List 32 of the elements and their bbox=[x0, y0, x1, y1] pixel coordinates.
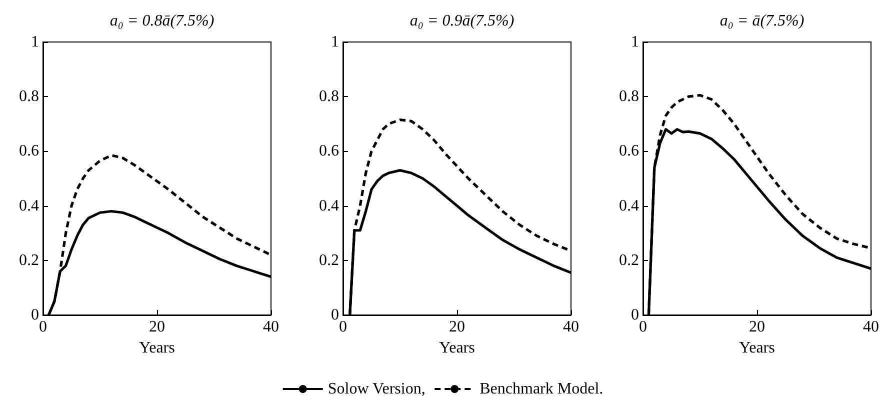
y-tick-label: 0.6 bbox=[19, 142, 39, 160]
x-tick-label: 40 bbox=[863, 318, 879, 336]
legend-label: Solow Version, bbox=[328, 380, 426, 398]
x-axis-title: Years bbox=[139, 339, 175, 356]
x-tick-label: 20 bbox=[749, 318, 765, 336]
chart-title: a₀ = 0.8ā(7.5%) bbox=[110, 12, 214, 30]
x-tick-label: 20 bbox=[149, 318, 165, 336]
y-tick-label: 0.2 bbox=[619, 252, 639, 269]
y-tick-label: 1 bbox=[331, 34, 339, 50]
y-tick-label: 0.4 bbox=[19, 197, 39, 214]
y-tick-label: 0.8 bbox=[19, 88, 39, 106]
y-tick-label: 0.8 bbox=[619, 88, 639, 106]
y-tick-label: 1 bbox=[31, 34, 39, 50]
x-tick-label: 40 bbox=[563, 318, 579, 336]
y-tick-label: 0.6 bbox=[319, 142, 339, 160]
x-tick-label: 20 bbox=[449, 318, 465, 336]
y-tick-label: 0.6 bbox=[619, 142, 639, 160]
x-axis-title: Years bbox=[439, 339, 475, 356]
y-tick-label: 0.2 bbox=[19, 252, 39, 269]
y-tick-label: 0 bbox=[631, 306, 639, 324]
chart-title: a₀ = ā(7.5%) bbox=[720, 12, 804, 30]
y-tick-label: 1 bbox=[631, 34, 639, 50]
y-tick-label: 0.8 bbox=[319, 88, 339, 106]
y-tick-label: 0.2 bbox=[319, 252, 339, 269]
x-axis-title: Years bbox=[739, 339, 775, 356]
y-tick-label: 0.4 bbox=[619, 197, 639, 214]
chart-title: a₀ = 0.9ā(7.5%) bbox=[410, 12, 514, 30]
x-tick-label: 40 bbox=[263, 318, 279, 336]
y-tick-label: 0 bbox=[331, 306, 339, 324]
y-tick-label: 0 bbox=[31, 306, 39, 324]
y-tick-label: 0.4 bbox=[319, 197, 339, 214]
legend-label: Benchmark Model. bbox=[480, 380, 604, 398]
